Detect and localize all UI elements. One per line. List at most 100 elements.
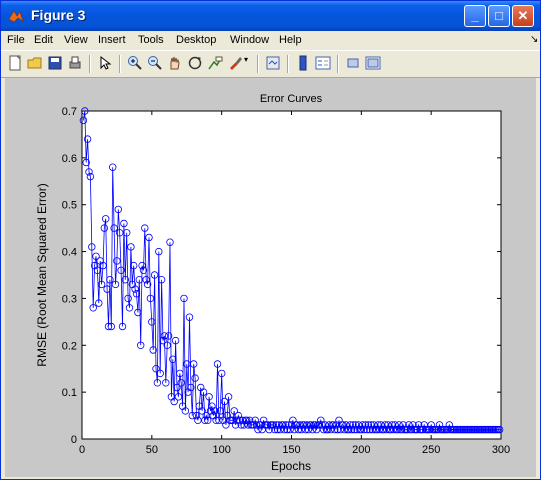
y-tick-label: 0.1 <box>62 387 77 399</box>
data-point-marker <box>88 243 96 251</box>
toolbar-separator <box>89 55 91 73</box>
data-point-marker <box>215 416 223 424</box>
colorbar-icon[interactable] <box>295 55 311 71</box>
hide-plot-tools-icon[interactable] <box>345 55 361 71</box>
axis-ticks: 0 50 100 150 200 250 300 0 0.1 0.2 0.3 0.4 0.5 0.6 0.7 <box>62 106 510 456</box>
data-point-marker <box>364 421 372 429</box>
data-point-marker <box>129 261 138 270</box>
show-plot-tools-icon[interactable] <box>365 55 381 71</box>
menu-tools[interactable]: Tools <box>138 34 164 46</box>
rotate-3d-icon[interactable] <box>187 55 203 71</box>
menu-desktop-label: Desktop <box>176 34 217 46</box>
maximize-button[interactable]: □ <box>488 5 510 27</box>
menu-tools-label: Tools <box>138 34 164 46</box>
x-axis-label: Epochs <box>271 459 311 473</box>
data-point-marker <box>79 116 88 125</box>
menu-edit[interactable]: Edit <box>34 34 53 46</box>
data-point-marker <box>117 266 125 274</box>
matlab-logo-icon <box>8 10 24 23</box>
figure-canvas[interactable]: Error Curves Epochs RMSE (Root Mean Squa… <box>5 78 536 477</box>
data-point-marker <box>210 407 219 415</box>
data-point-marker <box>113 257 121 265</box>
data-point-marker <box>280 425 289 434</box>
print-icon[interactable] <box>67 55 83 71</box>
data-point-marker <box>164 332 173 340</box>
data-point-marker <box>220 397 229 406</box>
data-point-marker <box>170 397 178 406</box>
data-point-marker <box>85 168 93 176</box>
x-tick-label: 250 <box>422 444 440 456</box>
data-point-marker <box>132 289 141 298</box>
data-point-marker <box>166 238 174 246</box>
menu-edit-label: Edit <box>34 34 53 46</box>
title-bar[interactable]: Figure 3 _ □ ✕ <box>1 1 540 31</box>
brush-dropdown-icon[interactable]: ▾ <box>244 55 249 64</box>
x-tick-label: 0 <box>79 444 85 456</box>
menu-file[interactable]: File <box>7 34 25 46</box>
pointer-icon[interactable] <box>97 55 113 71</box>
data-point-marker <box>146 294 155 303</box>
data-point-marker <box>177 379 185 387</box>
data-point-marker <box>81 107 89 115</box>
data-point-marker <box>317 416 325 424</box>
data-point-marker <box>189 360 198 368</box>
plot-series <box>79 107 504 434</box>
y-tick-label: 0.7 <box>62 106 77 118</box>
menu-window[interactable]: Window <box>230 34 269 46</box>
data-point-marker <box>185 313 194 321</box>
data-point-marker <box>142 275 150 284</box>
data-point-marker <box>199 388 208 396</box>
minimize-button[interactable]: _ <box>464 5 486 27</box>
data-point-marker <box>148 318 156 326</box>
data-point-marker <box>108 163 117 171</box>
y-tick-label: 0.3 <box>62 293 77 305</box>
data-point-marker <box>127 243 135 251</box>
data-point-marker <box>145 233 153 242</box>
data-point-marker <box>360 425 368 434</box>
error-curves-chart[interactable]: Error Curves Epochs RMSE (Root Mean Squa… <box>5 78 536 477</box>
zoom-in-icon[interactable] <box>127 55 143 71</box>
data-point-marker <box>103 285 111 293</box>
zoom-out-icon[interactable] <box>147 55 163 71</box>
data-point-marker <box>176 369 184 378</box>
menubar-overflow-icon[interactable]: ↘ <box>530 34 539 45</box>
data-point-marker <box>89 304 97 312</box>
brush-icon[interactable] <box>227 55 243 71</box>
data-point-marker <box>359 421 367 429</box>
data-point-marker <box>169 355 177 363</box>
data-point-marker <box>160 332 169 340</box>
data-point-marker <box>192 411 201 420</box>
save-icon[interactable] <box>47 55 63 71</box>
data-point-marker <box>106 275 114 284</box>
data-cursor-icon[interactable] <box>207 55 223 71</box>
data-point-marker <box>407 425 416 434</box>
data-point-marker <box>86 172 95 181</box>
menu-insert[interactable]: Insert <box>98 34 126 46</box>
data-point-marker <box>174 393 183 401</box>
data-point-marker <box>413 425 421 434</box>
new-figure-icon[interactable] <box>7 55 23 71</box>
data-point-marker <box>217 369 226 378</box>
menu-view[interactable]: View <box>64 34 88 46</box>
x-tick-label: 100 <box>212 444 230 456</box>
close-button[interactable]: ✕ <box>512 5 534 27</box>
data-point-marker <box>155 247 163 256</box>
data-point-marker <box>282 421 290 429</box>
link-plot-icon[interactable] <box>265 55 281 71</box>
data-point-marker <box>244 421 252 429</box>
data-point-marker <box>205 393 213 401</box>
pan-icon[interactable] <box>167 55 183 71</box>
close-icon: ✕ <box>517 8 529 23</box>
data-point-marker <box>163 341 171 349</box>
maximize-icon: □ <box>495 8 503 23</box>
data-point-marker <box>203 416 212 424</box>
menu-help[interactable]: Help <box>279 34 302 46</box>
legend-icon[interactable] <box>315 55 331 71</box>
open-file-icon[interactable] <box>27 55 43 71</box>
data-point-marker <box>162 379 170 387</box>
data-point-marker <box>150 271 159 279</box>
data-point-marker <box>120 219 128 228</box>
data-point-marker <box>187 383 195 392</box>
data-point-marker <box>398 425 406 434</box>
menu-desktop[interactable]: Desktop <box>176 34 216 46</box>
